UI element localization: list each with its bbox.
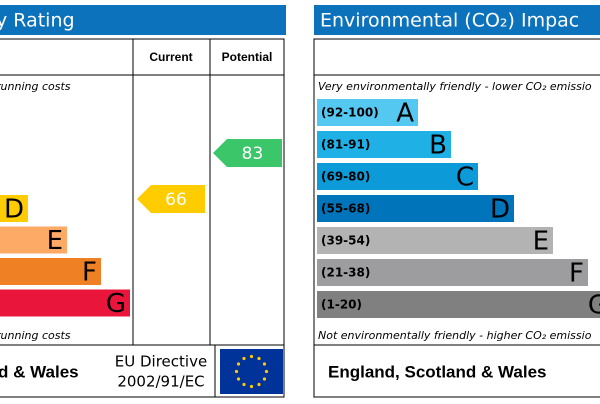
footer-region: d & Wales xyxy=(0,362,79,381)
band-range: (81-91) xyxy=(321,138,370,152)
star xyxy=(264,369,269,374)
band-letter: E xyxy=(47,226,63,256)
footer-region: England, Scotland & Wales xyxy=(328,362,547,381)
eu-stars xyxy=(234,354,269,389)
header-title: Environmental (CO₂) Impac xyxy=(320,10,579,32)
column-header: Potential xyxy=(222,50,273,64)
column-header: Current xyxy=(149,50,192,64)
header-bar xyxy=(0,5,286,35)
band-range: (1-20) xyxy=(321,298,362,312)
star xyxy=(234,369,239,374)
star xyxy=(236,362,241,366)
band-bar xyxy=(317,99,418,126)
header-title: y Rating xyxy=(0,10,75,32)
band-bar xyxy=(0,195,28,222)
panel-border xyxy=(0,38,285,398)
band-bar xyxy=(0,226,67,254)
band-letter: B xyxy=(429,131,447,161)
top-note: running costs xyxy=(0,80,71,93)
band-letter: F xyxy=(82,258,97,288)
band-range: (21-38) xyxy=(321,266,370,280)
band-bar xyxy=(317,195,514,222)
star xyxy=(242,356,246,361)
bottom-note: running costs xyxy=(0,329,71,342)
star xyxy=(249,354,254,359)
band-bar xyxy=(317,163,478,190)
rating-value: 83 xyxy=(242,144,264,164)
band-bar xyxy=(317,259,588,286)
band-bar xyxy=(0,258,101,285)
band-range: (39-54) xyxy=(321,234,370,248)
directive-line: 2002/91/EC xyxy=(117,373,204,391)
star xyxy=(257,356,261,361)
band-letter: F xyxy=(569,259,584,289)
header-bar xyxy=(314,5,600,35)
rating-arrow xyxy=(213,139,282,167)
band-bar xyxy=(317,291,600,318)
star xyxy=(242,382,246,387)
star xyxy=(262,377,267,381)
rating-value: 66 xyxy=(165,190,187,210)
rating-arrow xyxy=(137,185,205,213)
top-note: Very environmentally friendly - lower CO… xyxy=(318,80,592,93)
band-letter: G xyxy=(106,289,126,319)
star xyxy=(236,377,241,381)
band-range: (55-68) xyxy=(321,202,370,216)
band-letter: A xyxy=(396,99,414,129)
bottom-note: Not environmentally friendly - higher CO… xyxy=(318,329,592,342)
star xyxy=(249,384,254,389)
band-bar xyxy=(317,227,553,254)
star xyxy=(257,382,261,387)
band-letter: G xyxy=(588,291,600,321)
band-letter: E xyxy=(533,227,549,257)
band-letter: D xyxy=(490,195,510,225)
band-letter: D xyxy=(4,195,24,225)
band-range: (69-80) xyxy=(321,170,370,184)
band-bar xyxy=(317,131,451,158)
band-letter: C xyxy=(456,163,474,193)
panel-border xyxy=(313,38,600,398)
band-range: (92-100) xyxy=(321,106,379,120)
star xyxy=(262,362,267,366)
band-bar xyxy=(0,289,130,317)
directive-line: EU Directive xyxy=(115,353,207,371)
